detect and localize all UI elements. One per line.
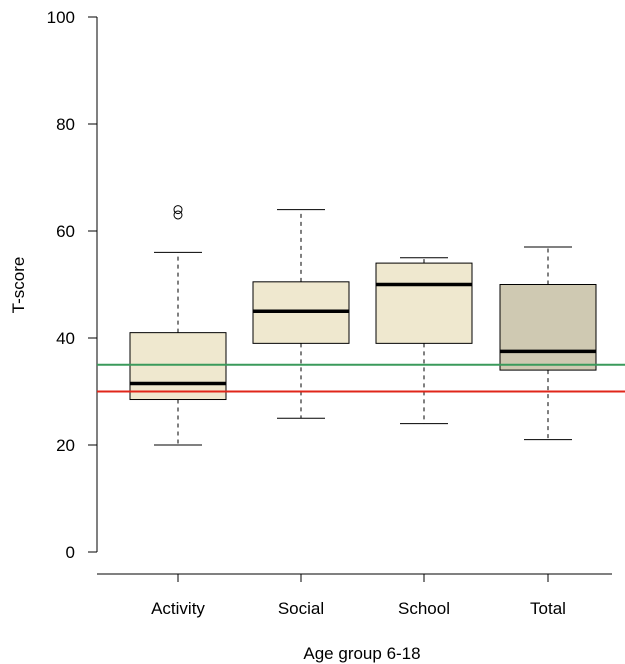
outlier-point [173,210,183,220]
y-tick-label: 80 [56,115,75,134]
x-ticks: Activity Social School Total [151,574,566,618]
box-total [499,246,597,441]
outlier-point [173,205,183,215]
y-axis-title: T-score [9,257,28,314]
box-activity [129,205,227,446]
y-axis: 0 20 40 60 80 100 [47,8,98,562]
x-axis: Activity Social School Total [97,573,612,618]
y-tick-label: 100 [47,8,75,27]
y-tick-label: 60 [56,222,75,241]
box-iqr [375,262,473,344]
box-school [375,257,473,425]
boxes [129,205,597,446]
x-tick-label: Total [530,599,566,618]
x-tick-label: Activity [151,599,205,618]
y-ticks: 0 20 40 60 80 100 [47,8,97,562]
reference-lines [97,363,625,393]
box-iqr [499,284,597,371]
x-tick-label: Social [278,599,324,618]
x-axis-title: Age group 6-18 [303,644,420,663]
y-tick-label: 0 [66,543,75,562]
x-tick-label: School [398,599,450,618]
y-tick-label: 40 [56,329,75,348]
box-social [252,209,350,419]
box-iqr [129,332,227,401]
y-tick-label: 20 [56,436,75,455]
